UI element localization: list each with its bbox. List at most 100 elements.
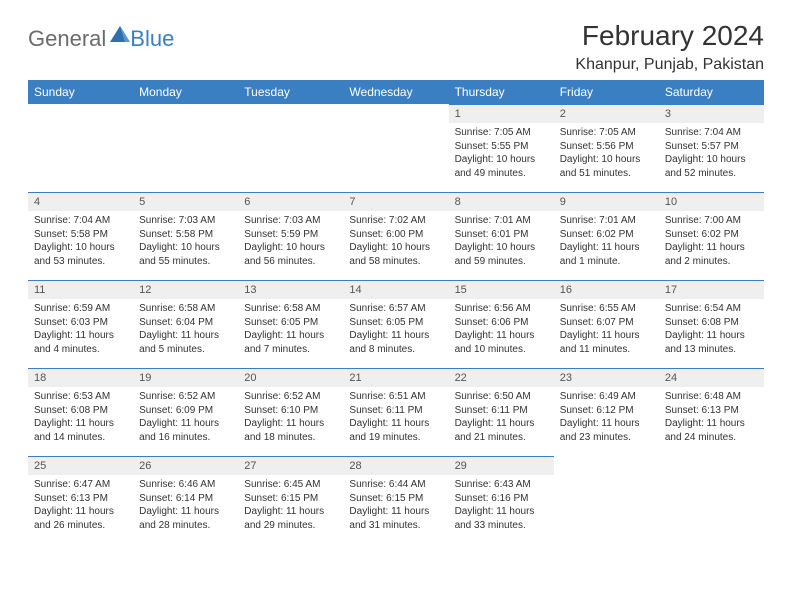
daylight-line: Daylight: 11 hours and 1 minute. [560,241,653,268]
day-details: Sunrise: 6:48 AMSunset: 6:13 PMDaylight:… [659,387,764,450]
daylight-line: Daylight: 11 hours and 19 minutes. [349,417,442,444]
daylight-line: Daylight: 11 hours and 11 minutes. [560,329,653,356]
day-number: 1 [449,104,554,123]
calendar-cell: 5Sunrise: 7:03 AMSunset: 5:58 PMDaylight… [133,192,238,280]
calendar-cell: 23Sunrise: 6:49 AMSunset: 6:12 PMDayligh… [554,368,659,456]
day-details: Sunrise: 6:54 AMSunset: 6:08 PMDaylight:… [659,299,764,362]
day-details: Sunrise: 7:00 AMSunset: 6:02 PMDaylight:… [659,211,764,274]
sunset-line: Sunset: 6:01 PM [455,228,548,242]
calendar-row: 4Sunrise: 7:04 AMSunset: 5:58 PMDaylight… [28,192,764,280]
daylight-line: Daylight: 11 hours and 2 minutes. [665,241,758,268]
logo-text-general: General [28,26,106,52]
weekday-header: Thursday [449,80,554,104]
sunset-line: Sunset: 6:15 PM [349,492,442,506]
day-details: Sunrise: 6:49 AMSunset: 6:12 PMDaylight:… [554,387,659,450]
sunset-line: Sunset: 6:14 PM [139,492,232,506]
weekday-header-row: Sunday Monday Tuesday Wednesday Thursday… [28,80,764,104]
daylight-line: Daylight: 11 hours and 23 minutes. [560,417,653,444]
day-details: Sunrise: 7:01 AMSunset: 6:01 PMDaylight:… [449,211,554,274]
calendar-row: 1Sunrise: 7:05 AMSunset: 5:55 PMDaylight… [28,104,764,192]
calendar-cell [659,456,764,544]
day-details: Sunrise: 7:02 AMSunset: 6:00 PMDaylight:… [343,211,448,274]
day-details: Sunrise: 6:58 AMSunset: 6:04 PMDaylight:… [133,299,238,362]
daylight-line: Daylight: 11 hours and 26 minutes. [34,505,127,532]
sunrise-line: Sunrise: 6:48 AM [665,390,758,404]
day-number: 16 [554,280,659,299]
sunrise-line: Sunrise: 6:43 AM [455,478,548,492]
calendar-cell: 14Sunrise: 6:57 AMSunset: 6:05 PMDayligh… [343,280,448,368]
sunset-line: Sunset: 6:04 PM [139,316,232,330]
daylight-line: Daylight: 11 hours and 4 minutes. [34,329,127,356]
weekday-header: Sunday [28,80,133,104]
calendar-cell: 11 Sunrise: 6:59 AMSunset: 6:03 PMDayligh… [28,280,133,368]
sunrise-line: Sunrise: 6:58 AM [244,302,337,316]
day-details: Sunrise: 7:05 AMSunset: 5:56 PMDaylight:… [554,123,659,186]
day-number: 22 [449,368,554,387]
sunset-line: Sunset: 5:56 PM [560,140,653,154]
calendar-cell [554,456,659,544]
day-details: Sunrise: 6:58 AMSunset: 6:05 PMDaylight:… [238,299,343,362]
sunset-line: Sunset: 6:02 PM [560,228,653,242]
sunrise-line: Sunrise: 7:03 AM [139,214,232,228]
day-details: Sunrise: 7:03 AMSunset: 5:59 PMDaylight:… [238,211,343,274]
day-number: 8 [449,192,554,211]
calendar-cell: 15Sunrise: 6:56 AMSunset: 6:06 PMDayligh… [449,280,554,368]
sunrise-line: Sunrise: 6:58 AM [139,302,232,316]
sunrise-line: Sunrise: 6:44 AM [349,478,442,492]
day-details: Sunrise: 7:04 AMSunset: 5:57 PMDaylight:… [659,123,764,186]
daylight-line: Daylight: 11 hours and 24 minutes. [665,417,758,444]
day-details: Sunrise: 6:56 AMSunset: 6:06 PMDaylight:… [449,299,554,362]
day-number: 23 [554,368,659,387]
calendar-cell: 19Sunrise: 6:52 AMSunset: 6:09 PMDayligh… [133,368,238,456]
sunset-line: Sunset: 5:58 PM [139,228,232,242]
sunset-line: Sunset: 6:08 PM [34,404,127,418]
sunrise-line: Sunrise: 6:49 AM [560,390,653,404]
calendar-cell: 16Sunrise: 6:55 AMSunset: 6:07 PMDayligh… [554,280,659,368]
daylight-line: Daylight: 11 hours and 5 minutes. [139,329,232,356]
calendar-cell [133,104,238,192]
day-number: 10 [659,192,764,211]
day-details: Sunrise: 6:47 AMSunset: 6:13 PMDaylight:… [28,475,133,538]
daylight-line: Daylight: 10 hours and 53 minutes. [34,241,127,268]
sunrise-line: Sunrise: 7:04 AM [665,126,758,140]
weekday-header: Saturday [659,80,764,104]
sunrise-line: Sunrise: 7:00 AM [665,214,758,228]
sunrise-line: Sunrise: 7:05 AM [455,126,548,140]
sunrise-line: Sunrise: 6:53 AM [34,390,127,404]
sunrise-line: Sunrise: 6:59 AM [34,302,127,316]
sunset-line: Sunset: 6:07 PM [560,316,653,330]
calendar-cell: 26Sunrise: 6:46 AMSunset: 6:14 PMDayligh… [133,456,238,544]
calendar-cell [28,104,133,192]
calendar-cell: 1Sunrise: 7:05 AMSunset: 5:55 PMDaylight… [449,104,554,192]
sunrise-line: Sunrise: 7:02 AM [349,214,442,228]
sunset-line: Sunset: 6:13 PM [665,404,758,418]
sunset-line: Sunset: 6:11 PM [349,404,442,418]
daylight-line: Daylight: 11 hours and 14 minutes. [34,417,127,444]
sunrise-line: Sunrise: 6:56 AM [455,302,548,316]
calendar-cell: 29Sunrise: 6:43 AMSunset: 6:16 PMDayligh… [449,456,554,544]
sunset-line: Sunset: 6:08 PM [665,316,758,330]
sunset-line: Sunset: 6:06 PM [455,316,548,330]
day-details: Sunrise: 6:52 AMSunset: 6:10 PMDaylight:… [238,387,343,450]
sunrise-line: Sunrise: 6:54 AM [665,302,758,316]
sunset-line: Sunset: 6:03 PM [34,316,127,330]
sunrise-line: Sunrise: 6:47 AM [34,478,127,492]
day-details: Sunrise: 6:44 AMSunset: 6:15 PMDaylight:… [343,475,448,538]
calendar-row: 18Sunrise: 6:53 AMSunset: 6:08 PMDayligh… [28,368,764,456]
daylight-line: Daylight: 11 hours and 29 minutes. [244,505,337,532]
day-number: 11 [28,280,133,299]
day-number: 12 [133,280,238,299]
daylight-line: Daylight: 11 hours and 13 minutes. [665,329,758,356]
daylight-line: Daylight: 10 hours and 52 minutes. [665,153,758,180]
daylight-line: Daylight: 10 hours and 51 minutes. [560,153,653,180]
sunset-line: Sunset: 6:00 PM [349,228,442,242]
day-number: 27 [238,456,343,475]
daylight-line: Daylight: 10 hours and 55 minutes. [139,241,232,268]
sunrise-line: Sunrise: 7:01 AM [455,214,548,228]
day-details: Sunrise: 6:57 AMSunset: 6:05 PMDaylight:… [343,299,448,362]
day-number: 17 [659,280,764,299]
calendar-row: 25Sunrise: 6:47 AMSunset: 6:13 PMDayligh… [28,456,764,544]
sunset-line: Sunset: 6:15 PM [244,492,337,506]
day-details: Sunrise: 6:55 AMSunset: 6:07 PMDaylight:… [554,299,659,362]
sunset-line: Sunset: 5:57 PM [665,140,758,154]
